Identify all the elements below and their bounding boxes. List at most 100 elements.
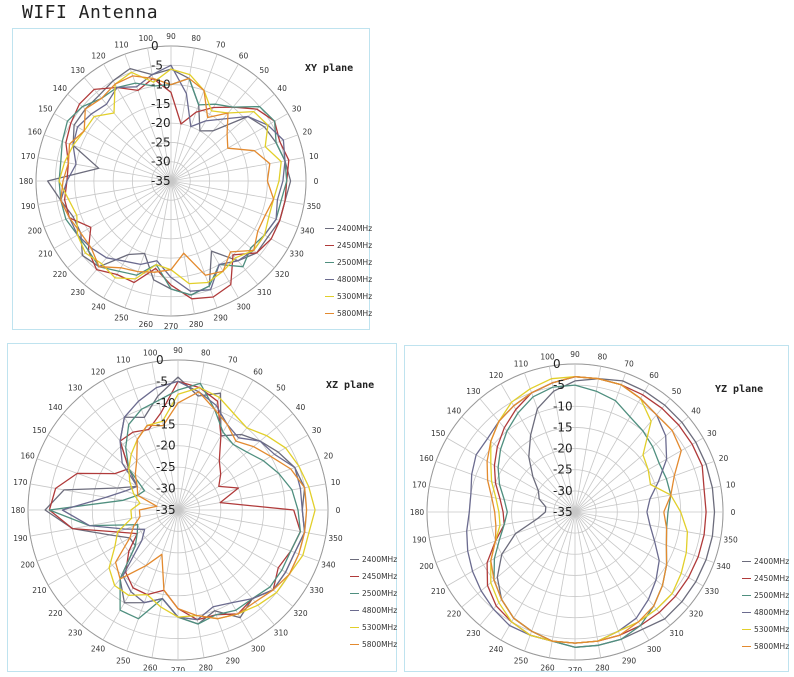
angle-tick-label: 260 xyxy=(139,320,154,329)
angle-tick-label: 290 xyxy=(226,656,241,665)
radial-tick-label: -30 xyxy=(553,484,573,498)
angle-tick-label: 220 xyxy=(53,270,68,279)
legend-item: 2450MHz xyxy=(742,570,789,587)
grid-spoke xyxy=(177,394,275,511)
grid-spoke xyxy=(446,511,576,587)
angle-tick-label: 10 xyxy=(309,152,319,161)
polar-chart-yz: 0 10 20 30 40 50 60 70 80 90 100 110 120 130 140 150 160… xyxy=(410,350,738,671)
angle-tick-label: 330 xyxy=(289,250,304,259)
angle-tick-label: 90 xyxy=(570,350,580,359)
angle-tick-label: 270 xyxy=(568,666,583,671)
angle-tick-label: 110 xyxy=(116,356,131,365)
angle-tick-label: 240 xyxy=(91,645,106,654)
angle-tick-label: 80 xyxy=(201,348,211,357)
angle-tick-label: 110 xyxy=(114,41,129,50)
angle-tick-label: 140 xyxy=(48,403,63,412)
legend-item: 2450MHz xyxy=(350,568,397,585)
grid-spoke xyxy=(124,180,172,308)
angle-tick-label: 50 xyxy=(276,383,286,392)
grid-spoke xyxy=(461,511,576,608)
legend-item: 5300MHz xyxy=(325,288,372,305)
legend-label: 5800MHz xyxy=(362,640,398,649)
angle-tick-label: 230 xyxy=(68,629,83,638)
radial-tick-label: 0 xyxy=(156,353,164,367)
angle-tick-label: 130 xyxy=(68,383,83,392)
grid-spoke xyxy=(574,372,626,513)
series-line-5800MHz xyxy=(60,75,275,276)
radial-tick-label: -5 xyxy=(156,374,168,388)
angle-tick-label: 0 xyxy=(336,506,341,515)
angle-tick-label: 280 xyxy=(189,320,204,329)
angle-tick-label: 20 xyxy=(719,454,729,463)
angle-tick-label: 40 xyxy=(691,406,701,415)
grid-spoke xyxy=(147,180,172,315)
radial-tick-label: -10 xyxy=(151,78,171,92)
angle-tick-label: 330 xyxy=(705,587,720,596)
angle-tick-label: 20 xyxy=(324,451,334,460)
angle-tick-label: 50 xyxy=(672,387,682,396)
angle-tick-label: 230 xyxy=(466,629,481,638)
angle-tick-label: 210 xyxy=(431,587,446,596)
grid-spoke xyxy=(47,434,179,511)
radial-tick-label: -20 xyxy=(156,439,176,453)
grid-spoke xyxy=(524,372,576,513)
legend-item: 2500MHz xyxy=(742,587,789,604)
legend-item: 4800MHz xyxy=(350,602,397,619)
grid-spoke xyxy=(177,368,230,511)
angle-tick-label: 30 xyxy=(312,426,322,435)
grid-spoke xyxy=(177,509,205,658)
grid-spoke xyxy=(574,511,650,641)
angle-tick-label: 170 xyxy=(412,481,427,490)
legend-label: 5300MHz xyxy=(362,623,398,632)
angle-tick-label: 290 xyxy=(213,313,228,322)
angle-tick-label: 340 xyxy=(321,561,336,570)
legend-swatch xyxy=(742,577,751,580)
angle-tick-label: 280 xyxy=(199,664,214,671)
radial-tick-label: -10 xyxy=(553,399,573,413)
angle-tick-label: 320 xyxy=(293,609,308,618)
angle-tick-label: 230 xyxy=(71,288,86,297)
series-line-5300MHz xyxy=(108,386,316,620)
grid-spoke xyxy=(574,511,715,563)
legend-swatch xyxy=(325,295,334,298)
legend-item: 4800MHz xyxy=(742,604,789,621)
grid-spoke xyxy=(446,437,576,513)
legend-swatch xyxy=(742,611,751,614)
angle-tick-label: 180 xyxy=(410,508,425,517)
angle-tick-label: 160 xyxy=(28,127,43,136)
grid-spoke xyxy=(574,366,602,513)
grid-spoke xyxy=(574,398,671,513)
grid-spoke xyxy=(47,509,179,586)
angle-tick-label: 40 xyxy=(277,84,287,93)
angle-tick-label: 270 xyxy=(171,666,186,671)
radial-tick-label: -25 xyxy=(156,460,176,474)
legend-swatch xyxy=(325,261,334,264)
grid-spoke xyxy=(126,368,179,511)
chart-title-xz: XZ plane xyxy=(326,380,375,391)
angle-tick-label: 300 xyxy=(647,645,662,654)
grid-spoke xyxy=(177,509,230,652)
angle-tick-label: 310 xyxy=(274,629,289,638)
angle-tick-label: 60 xyxy=(253,367,263,376)
radial-tick-label: 0 xyxy=(151,39,159,53)
angle-tick-label: 80 xyxy=(191,34,201,43)
angle-tick-label: 80 xyxy=(598,352,608,361)
angle-tick-label: 250 xyxy=(514,656,529,665)
angle-tick-label: 150 xyxy=(38,105,53,114)
legend-label: 2450MHz xyxy=(362,572,398,581)
grid-spoke xyxy=(177,509,320,562)
legend-label: 2400MHz xyxy=(362,555,398,564)
angle-tick-label: 190 xyxy=(412,535,427,544)
angle-tick-label: 70 xyxy=(216,41,226,50)
grid-spoke xyxy=(53,180,172,249)
legend-swatch xyxy=(350,643,359,646)
legend-label: 2400MHz xyxy=(754,557,790,566)
angle-tick-label: 100 xyxy=(540,352,555,361)
angle-tick-label: 100 xyxy=(139,34,154,43)
angle-tick-label: 10 xyxy=(331,478,341,487)
series-line-5800MHz xyxy=(114,391,308,620)
grid-spoke xyxy=(151,362,179,511)
angle-tick-label: 90 xyxy=(166,32,176,41)
grid-spoke xyxy=(574,511,704,587)
